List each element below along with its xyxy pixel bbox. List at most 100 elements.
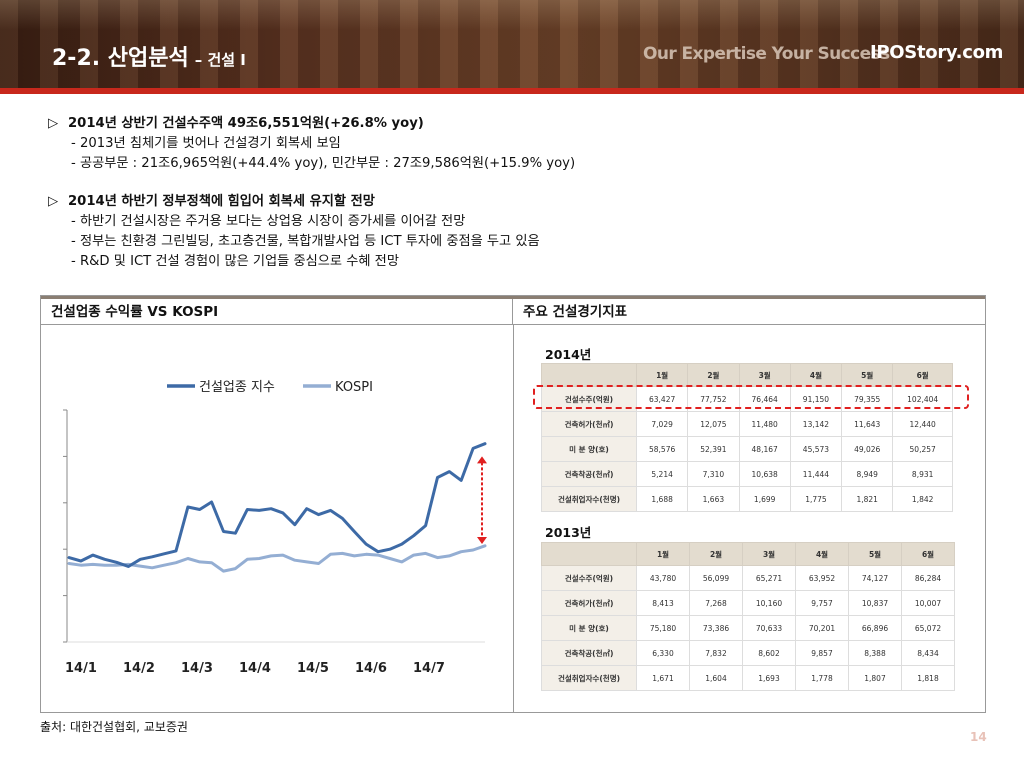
table-cell: 11,480 bbox=[738, 411, 791, 437]
bullet-heading: ▷ 2014년 하반기 정부정책에 힘입어 회복세 유지할 전망 bbox=[48, 192, 988, 212]
table-row-header: 건설취업자수(천명) bbox=[541, 486, 637, 512]
table-column-header: 6월 bbox=[901, 542, 955, 566]
slide-title: 2-2. 산업분석 – 건설 I bbox=[52, 40, 246, 72]
table-cell: 70,201 bbox=[795, 615, 849, 641]
table-row: 건설취업자수(천명) 1,688 1,663 1,699 1,775 1,821 1,842 bbox=[541, 486, 953, 512]
table-row-header: 건축허가(천㎡) bbox=[541, 590, 637, 616]
indicator-table-2013: 1월 2월 3월 4월 5월 6월 건설수주(억원) 43,780 56,099 65,271 63… bbox=[541, 542, 955, 691]
table-row: 건축착공(천㎡) 5,214 7,310 10,638 11,444 8,949 8,931 bbox=[541, 461, 953, 487]
table-cell: 58,576 bbox=[635, 436, 689, 462]
table-cell: 1,778 bbox=[795, 665, 849, 691]
table-column-header: 5월 bbox=[841, 363, 894, 387]
table-cell: 10,638 bbox=[738, 461, 791, 487]
table-column-header: 4월 bbox=[795, 542, 849, 566]
table-cell: 9,757 bbox=[795, 590, 849, 616]
table-cell: 7,832 bbox=[689, 640, 743, 666]
page-number: 14 bbox=[970, 730, 987, 744]
table-header-row: 1월 2월 3월 4월 5월 6월 bbox=[541, 542, 955, 566]
table-cell: 1,663 bbox=[687, 486, 740, 512]
table-cell: 12,075 bbox=[687, 411, 740, 437]
table-cell: 13,142 bbox=[789, 411, 843, 437]
table-year-label: 2013년 bbox=[545, 525, 592, 540]
table-header-row: 1월 2월 3월 4월 5월 6월 bbox=[541, 363, 953, 387]
table-row: 건축허가(천㎡) 7,029 12,075 11,480 13,142 11,643 12,… bbox=[541, 411, 953, 437]
table-cell: 7,310 bbox=[687, 461, 740, 487]
table-cell: 65,072 bbox=[901, 615, 955, 641]
x-tick-label: 14/4 bbox=[239, 661, 271, 676]
table-cell: 1,699 bbox=[738, 486, 791, 512]
table-row: 건설수주(억원) 43,780 56,099 65,271 63,952 74,127 86… bbox=[541, 565, 955, 591]
table-row: 미 분 양(호) 75,180 73,386 70,633 70,201 66,896 65… bbox=[541, 615, 955, 641]
table-column-header: 6월 bbox=[892, 363, 953, 387]
table-cell: 70,633 bbox=[742, 615, 796, 641]
triangle-icon: ▷ bbox=[48, 194, 59, 209]
bullet-detail: - 하반기 건설시장은 주거용 보다는 상업용 시장이 증가세를 이어갈 전망 bbox=[71, 214, 466, 229]
table-row-header: 미 분 양(호) bbox=[541, 615, 637, 641]
bullet-heading: ▷ 2014년 상반기 건설수주액 49조6,551억원(+26.8% yoy) bbox=[48, 114, 988, 134]
table-column-header: 2월 bbox=[687, 363, 740, 387]
table-cell: 10,160 bbox=[742, 590, 796, 616]
slide-subtitle: – 건설 I bbox=[194, 51, 246, 69]
brand-logo-text: IPOStory.com bbox=[870, 42, 1004, 63]
table-cell: 1,775 bbox=[789, 486, 843, 512]
table-cell: 49,026 bbox=[841, 436, 894, 462]
table-cell: 1,671 bbox=[636, 665, 690, 691]
table-cell: 75,180 bbox=[636, 615, 690, 641]
table-column-header: 5월 bbox=[848, 542, 902, 566]
table-cell: 74,127 bbox=[848, 565, 902, 591]
bullet-detail: - 공공부문 : 21조6,965억원(+44.4% yoy), 민간부문 : … bbox=[71, 156, 576, 171]
summary-bullets: ▷ 2014년 상반기 건설수주액 49조6,551억원(+26.8% yoy) … bbox=[48, 114, 988, 272]
table-column-header: 1월 bbox=[636, 542, 690, 566]
table-panel-header: 주요 건설경기지표 bbox=[513, 299, 985, 325]
table-cell: 1,807 bbox=[848, 665, 902, 691]
legend-label: 건설업종 지수 bbox=[199, 380, 275, 395]
bullet-detail: - R&D 및 ICT 건설 경험이 많은 기업들 중심으로 수혜 전망 bbox=[71, 254, 399, 269]
table-cell: 66,896 bbox=[848, 615, 902, 641]
table-cell: 1,688 bbox=[635, 486, 689, 512]
table-cell: 8,949 bbox=[841, 461, 894, 487]
bullet-detail: - 2013년 침체기를 벗어나 건설경기 회복세 보임 bbox=[71, 136, 341, 151]
table-cell: 5,214 bbox=[635, 461, 689, 487]
table-cell: 8,388 bbox=[848, 640, 902, 666]
table-cell: 12,440 bbox=[892, 411, 953, 437]
table-row-header: 건설취업자수(천명) bbox=[541, 665, 637, 691]
header-divider bbox=[0, 88, 1024, 94]
table-cell: 11,643 bbox=[841, 411, 894, 437]
legend-label: KOSPI bbox=[335, 380, 373, 395]
x-tick-label: 14/5 bbox=[297, 661, 329, 676]
table-column-header: 3월 bbox=[738, 363, 791, 387]
chart-panel-header: 건설업종 수익률 VS KOSPI bbox=[41, 299, 513, 325]
table-cell: 43,780 bbox=[636, 565, 690, 591]
table-cell: 1,818 bbox=[901, 665, 955, 691]
table-cell: 50,257 bbox=[892, 436, 953, 462]
triangle-icon: ▷ bbox=[48, 116, 59, 131]
table-cell: 52,391 bbox=[687, 436, 740, 462]
x-tick-label: 14/2 bbox=[123, 661, 155, 676]
table-row: 건설취업자수(천명) 1,671 1,604 1,693 1,778 1,807 1,818 bbox=[541, 665, 955, 691]
table-row-header: 건설수주(억원) bbox=[541, 565, 637, 591]
table-corner bbox=[541, 363, 637, 387]
table-cell: 7,029 bbox=[635, 411, 689, 437]
table-row-header: 건축허가(천㎡) bbox=[541, 411, 637, 437]
bullet-detail: - 정부는 친환경 그린빌딩, 초고층건물, 복합개발사업 등 ICT 투자에 … bbox=[71, 234, 540, 249]
table-cell: 48,167 bbox=[738, 436, 791, 462]
table-cell: 6,330 bbox=[636, 640, 690, 666]
highlight-box bbox=[533, 385, 969, 409]
table-cell: 7,268 bbox=[689, 590, 743, 616]
table-cell: 73,386 bbox=[689, 615, 743, 641]
table-cell: 8,931 bbox=[892, 461, 953, 487]
source-note: 출처: 대한건설협회, 교보증권 bbox=[40, 720, 188, 734]
table-row: 건축착공(천㎡) 6,330 7,832 8,602 9,857 8,388 8,434 bbox=[541, 640, 955, 666]
slide-title-text: 2-2. 산업분석 bbox=[52, 46, 189, 71]
x-tick-label: 14/7 bbox=[413, 661, 445, 676]
table-cell: 10,837 bbox=[848, 590, 902, 616]
table-column-header: 2월 bbox=[689, 542, 743, 566]
table-cell: 63,952 bbox=[795, 565, 849, 591]
table-cell: 65,271 bbox=[742, 565, 796, 591]
x-tick-label: 14/3 bbox=[181, 661, 213, 676]
gap-arrow-head bbox=[477, 537, 487, 545]
table-row-header: 미 분 양(호) bbox=[541, 436, 637, 462]
x-tick-label: 14/1 bbox=[65, 661, 97, 676]
table-cell: 86,284 bbox=[901, 565, 955, 591]
table-cell: 8,434 bbox=[901, 640, 955, 666]
